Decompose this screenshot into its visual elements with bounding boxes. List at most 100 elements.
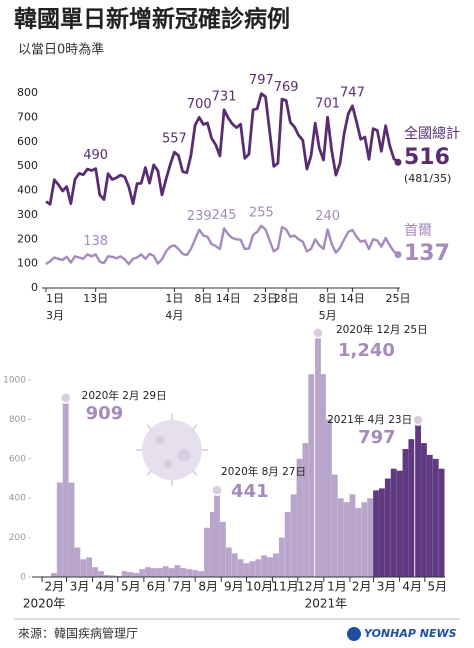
bar: [62, 397, 69, 577]
value-label: 245: [212, 208, 237, 223]
bar: [267, 557, 273, 577]
bar: [390, 468, 397, 577]
bar: [86, 557, 93, 577]
bar: [415, 420, 421, 577]
y-tick-label: 800: [9, 415, 26, 425]
x-tick-label: 3月: [70, 580, 90, 594]
series-line: [45, 92, 399, 206]
bar: [426, 454, 433, 577]
x-tick-label: 5月: [121, 580, 141, 594]
bar: [121, 571, 128, 577]
annotation-point: [59, 392, 72, 404]
bar: [225, 547, 232, 577]
bar: [290, 494, 297, 577]
bar: [296, 458, 303, 577]
bar: [156, 568, 163, 577]
bar: [355, 508, 362, 577]
bar: [68, 482, 75, 577]
annotation-point: [412, 414, 424, 426]
x-tick-label: 7月: [172, 580, 192, 594]
bar: [174, 565, 181, 577]
x-tick-label: 1月: [327, 580, 347, 594]
y-tick-label: 300: [17, 208, 38, 221]
bar: [302, 443, 309, 577]
x-tick-label: 14日: [216, 292, 241, 305]
bar: [315, 332, 321, 577]
x-tick-label: 25日: [386, 292, 411, 305]
x-tick-label: 23日: [253, 292, 278, 305]
y-tick-label: 700: [17, 110, 38, 123]
annotation-value: 909: [86, 403, 124, 424]
bar: [326, 419, 332, 577]
bar: [337, 498, 344, 577]
value-label: 239: [187, 209, 212, 224]
x-tick-label: 28日: [274, 292, 299, 305]
logo: YONHAP NEWS: [364, 627, 457, 640]
bar: [198, 571, 204, 577]
bar: [432, 458, 439, 577]
bar: [261, 555, 268, 577]
x-tick-label: 12月: [297, 580, 324, 594]
bar: [237, 559, 244, 577]
month-label: 5月: [319, 309, 337, 322]
x-tick-label: 8日: [194, 292, 212, 305]
bar: [109, 575, 116, 577]
bar: [361, 502, 368, 577]
bar: [343, 502, 350, 577]
chart-subtitle: 以當日0時為準: [18, 42, 104, 58]
value-label: 797: [249, 73, 274, 88]
annotation-value: 1,240: [338, 340, 395, 361]
annotation-date: 2020年 2月 29日: [82, 389, 167, 402]
x-tick-label: 8日: [319, 292, 337, 305]
bar: [255, 559, 262, 577]
bar: [402, 449, 409, 577]
end-point: [394, 158, 402, 166]
bar: [379, 488, 385, 577]
month-label: 3月: [46, 309, 64, 322]
bar: [162, 566, 169, 577]
y-tick-label: 100: [17, 257, 38, 270]
y-tick-label: 1000: [3, 376, 26, 386]
legend-note: (481/35): [404, 172, 451, 185]
x-tick-label: 14日: [340, 292, 365, 305]
value-label: 747: [340, 85, 365, 100]
bar: [56, 482, 63, 577]
value-label: 138: [83, 234, 108, 249]
x-tick-label: 4月: [95, 580, 115, 594]
x-tick-label: 4月: [402, 580, 422, 594]
bar: [284, 512, 291, 577]
x-tick-label: 5月: [427, 580, 447, 594]
bar: [249, 561, 256, 577]
bar: [192, 570, 199, 577]
bar: [145, 567, 151, 577]
bar: [243, 563, 250, 577]
bar: [127, 572, 134, 577]
legend-entry: 首爾: [404, 223, 432, 239]
bar: [92, 567, 98, 577]
bar: [438, 468, 445, 577]
y-tick-label: 200: [9, 533, 26, 543]
annotation-value: 797: [358, 427, 396, 448]
x-tick-label: 11月: [272, 580, 299, 594]
bar: [151, 568, 157, 577]
logo-mark: [347, 627, 361, 641]
x-tick-label: 8月: [198, 580, 218, 594]
y-tick-label: 400: [9, 494, 26, 504]
x-tick-label: 6月: [147, 580, 167, 594]
x-tick-label: 2月: [44, 580, 64, 594]
y-tick-label: 0: [20, 573, 26, 583]
value-label: 731: [212, 89, 237, 104]
end-point: [394, 251, 402, 259]
x-tick-label: 10月: [246, 580, 273, 594]
bar: [214, 490, 220, 577]
bar: [168, 568, 175, 577]
bar: [320, 374, 326, 577]
bar: [273, 553, 279, 577]
bar: [80, 559, 87, 577]
series-line: [45, 224, 399, 266]
value-label: 700: [187, 97, 212, 112]
annotation-date: 2020年 12月 25日: [336, 323, 428, 336]
source: 來源：韓国疾病管理厅: [18, 626, 138, 641]
bar: [367, 498, 374, 577]
